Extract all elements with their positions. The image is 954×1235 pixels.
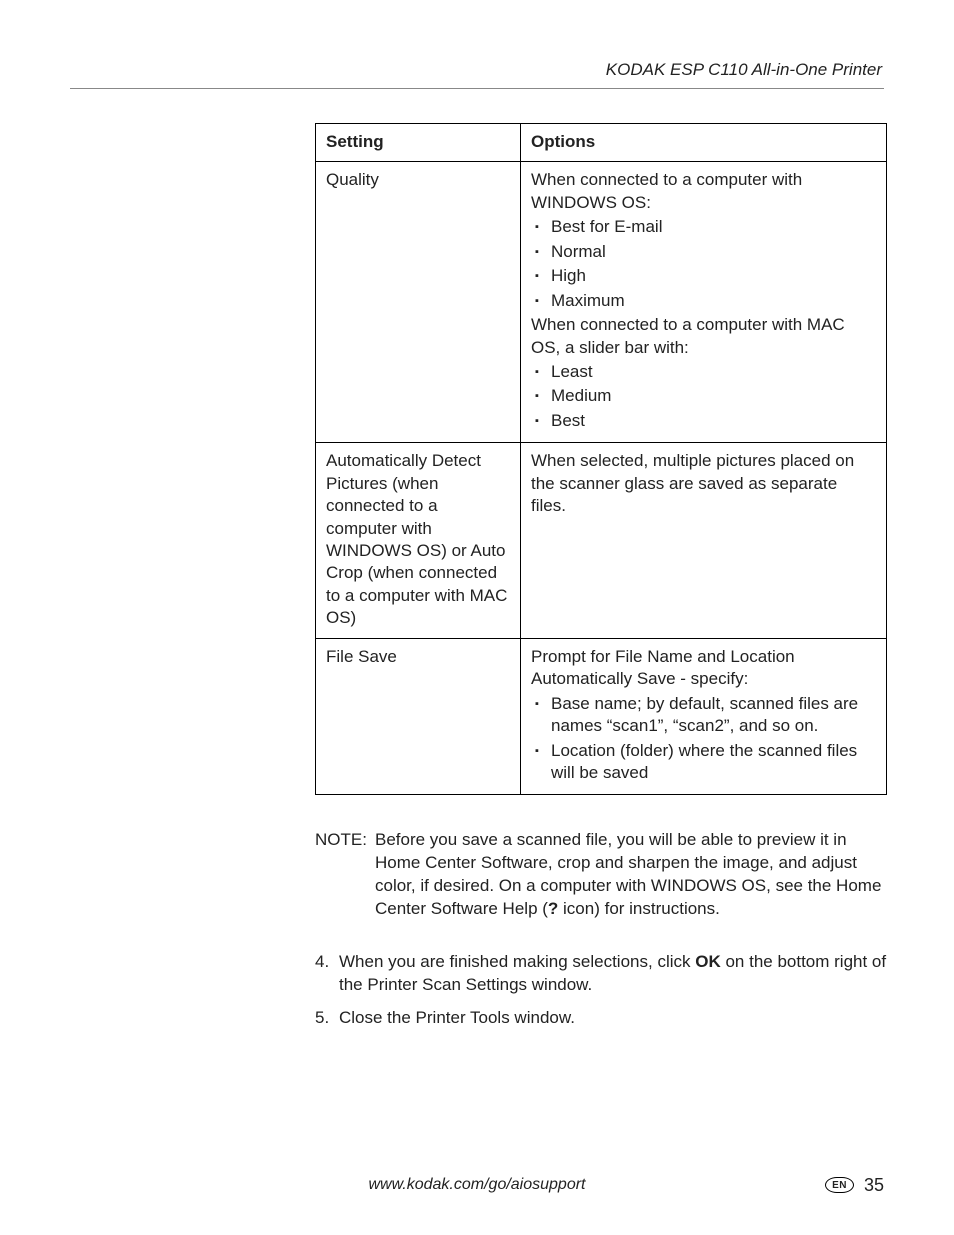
cell-setting: Quality <box>316 162 521 443</box>
table-row: Quality When connected to a computer wit… <box>316 162 887 443</box>
step-item: Close the Printer Tools window. <box>315 1007 887 1030</box>
list-item: Least <box>531 361 876 383</box>
list-item: High <box>531 265 876 287</box>
options-intro: When connected to a computer with MAC OS… <box>531 314 876 359</box>
list-item: Base name; by default, scanned files are… <box>531 693 876 738</box>
table-header-row: Setting Options <box>316 124 887 162</box>
options-line: Prompt for File Name and Location <box>531 646 876 668</box>
content-area: Setting Options Quality When connected t… <box>315 123 887 1030</box>
col-header-options: Options <box>521 124 887 162</box>
list-item: Maximum <box>531 290 876 312</box>
footer-right: EN 35 <box>825 1175 884 1196</box>
settings-table: Setting Options Quality When connected t… <box>315 123 887 795</box>
options-line: Automatically Save - specify: <box>531 668 876 690</box>
help-icon: ? <box>548 899 558 918</box>
list-item: Location (folder) where the scanned file… <box>531 740 876 785</box>
options-list: Best for E-mail Normal High Maximum <box>531 216 876 312</box>
note-text-part: icon) for instructions. <box>558 899 720 918</box>
list-item: Best for E-mail <box>531 216 876 238</box>
cell-options: When selected, multiple pictures placed … <box>521 443 887 639</box>
list-item: Best <box>531 410 876 432</box>
step-text-part: When you are finished making selections,… <box>339 952 695 971</box>
footer-url: www.kodak.com/go/aiosupport <box>70 1176 884 1194</box>
table-row: Automatically Detect Pictures (when conn… <box>316 443 887 639</box>
cell-options: Prompt for File Name and Location Automa… <box>521 638 887 795</box>
col-header-setting: Setting <box>316 124 521 162</box>
note-text: Before you save a scanned file, you will… <box>375 829 887 921</box>
options-intro: When connected to a computer with WINDOW… <box>531 169 876 214</box>
header-title: KODAK ESP C110 All-in-One Printer <box>70 60 884 80</box>
cell-setting: File Save <box>316 638 521 795</box>
table-row: File Save Prompt for File Name and Locat… <box>316 638 887 795</box>
steps-list: When you are finished making selections,… <box>315 951 887 1030</box>
list-item: Normal <box>531 241 876 263</box>
note-block: NOTE: Before you save a scanned file, yo… <box>315 829 887 921</box>
language-badge: EN <box>825 1177 854 1193</box>
step-bold: OK <box>695 952 721 971</box>
list-item: Medium <box>531 385 876 407</box>
step-item: When you are finished making selections,… <box>315 951 887 997</box>
options-list: Base name; by default, scanned files are… <box>531 693 876 785</box>
cell-setting: Automatically Detect Pictures (when conn… <box>316 443 521 639</box>
note-label: NOTE: <box>315 829 375 921</box>
cell-options: When connected to a computer with WINDOW… <box>521 162 887 443</box>
options-list: Least Medium Best <box>531 361 876 432</box>
header-rule <box>70 88 884 89</box>
page: KODAK ESP C110 All-in-One Printer Settin… <box>0 0 954 1235</box>
page-number: 35 <box>864 1175 884 1196</box>
